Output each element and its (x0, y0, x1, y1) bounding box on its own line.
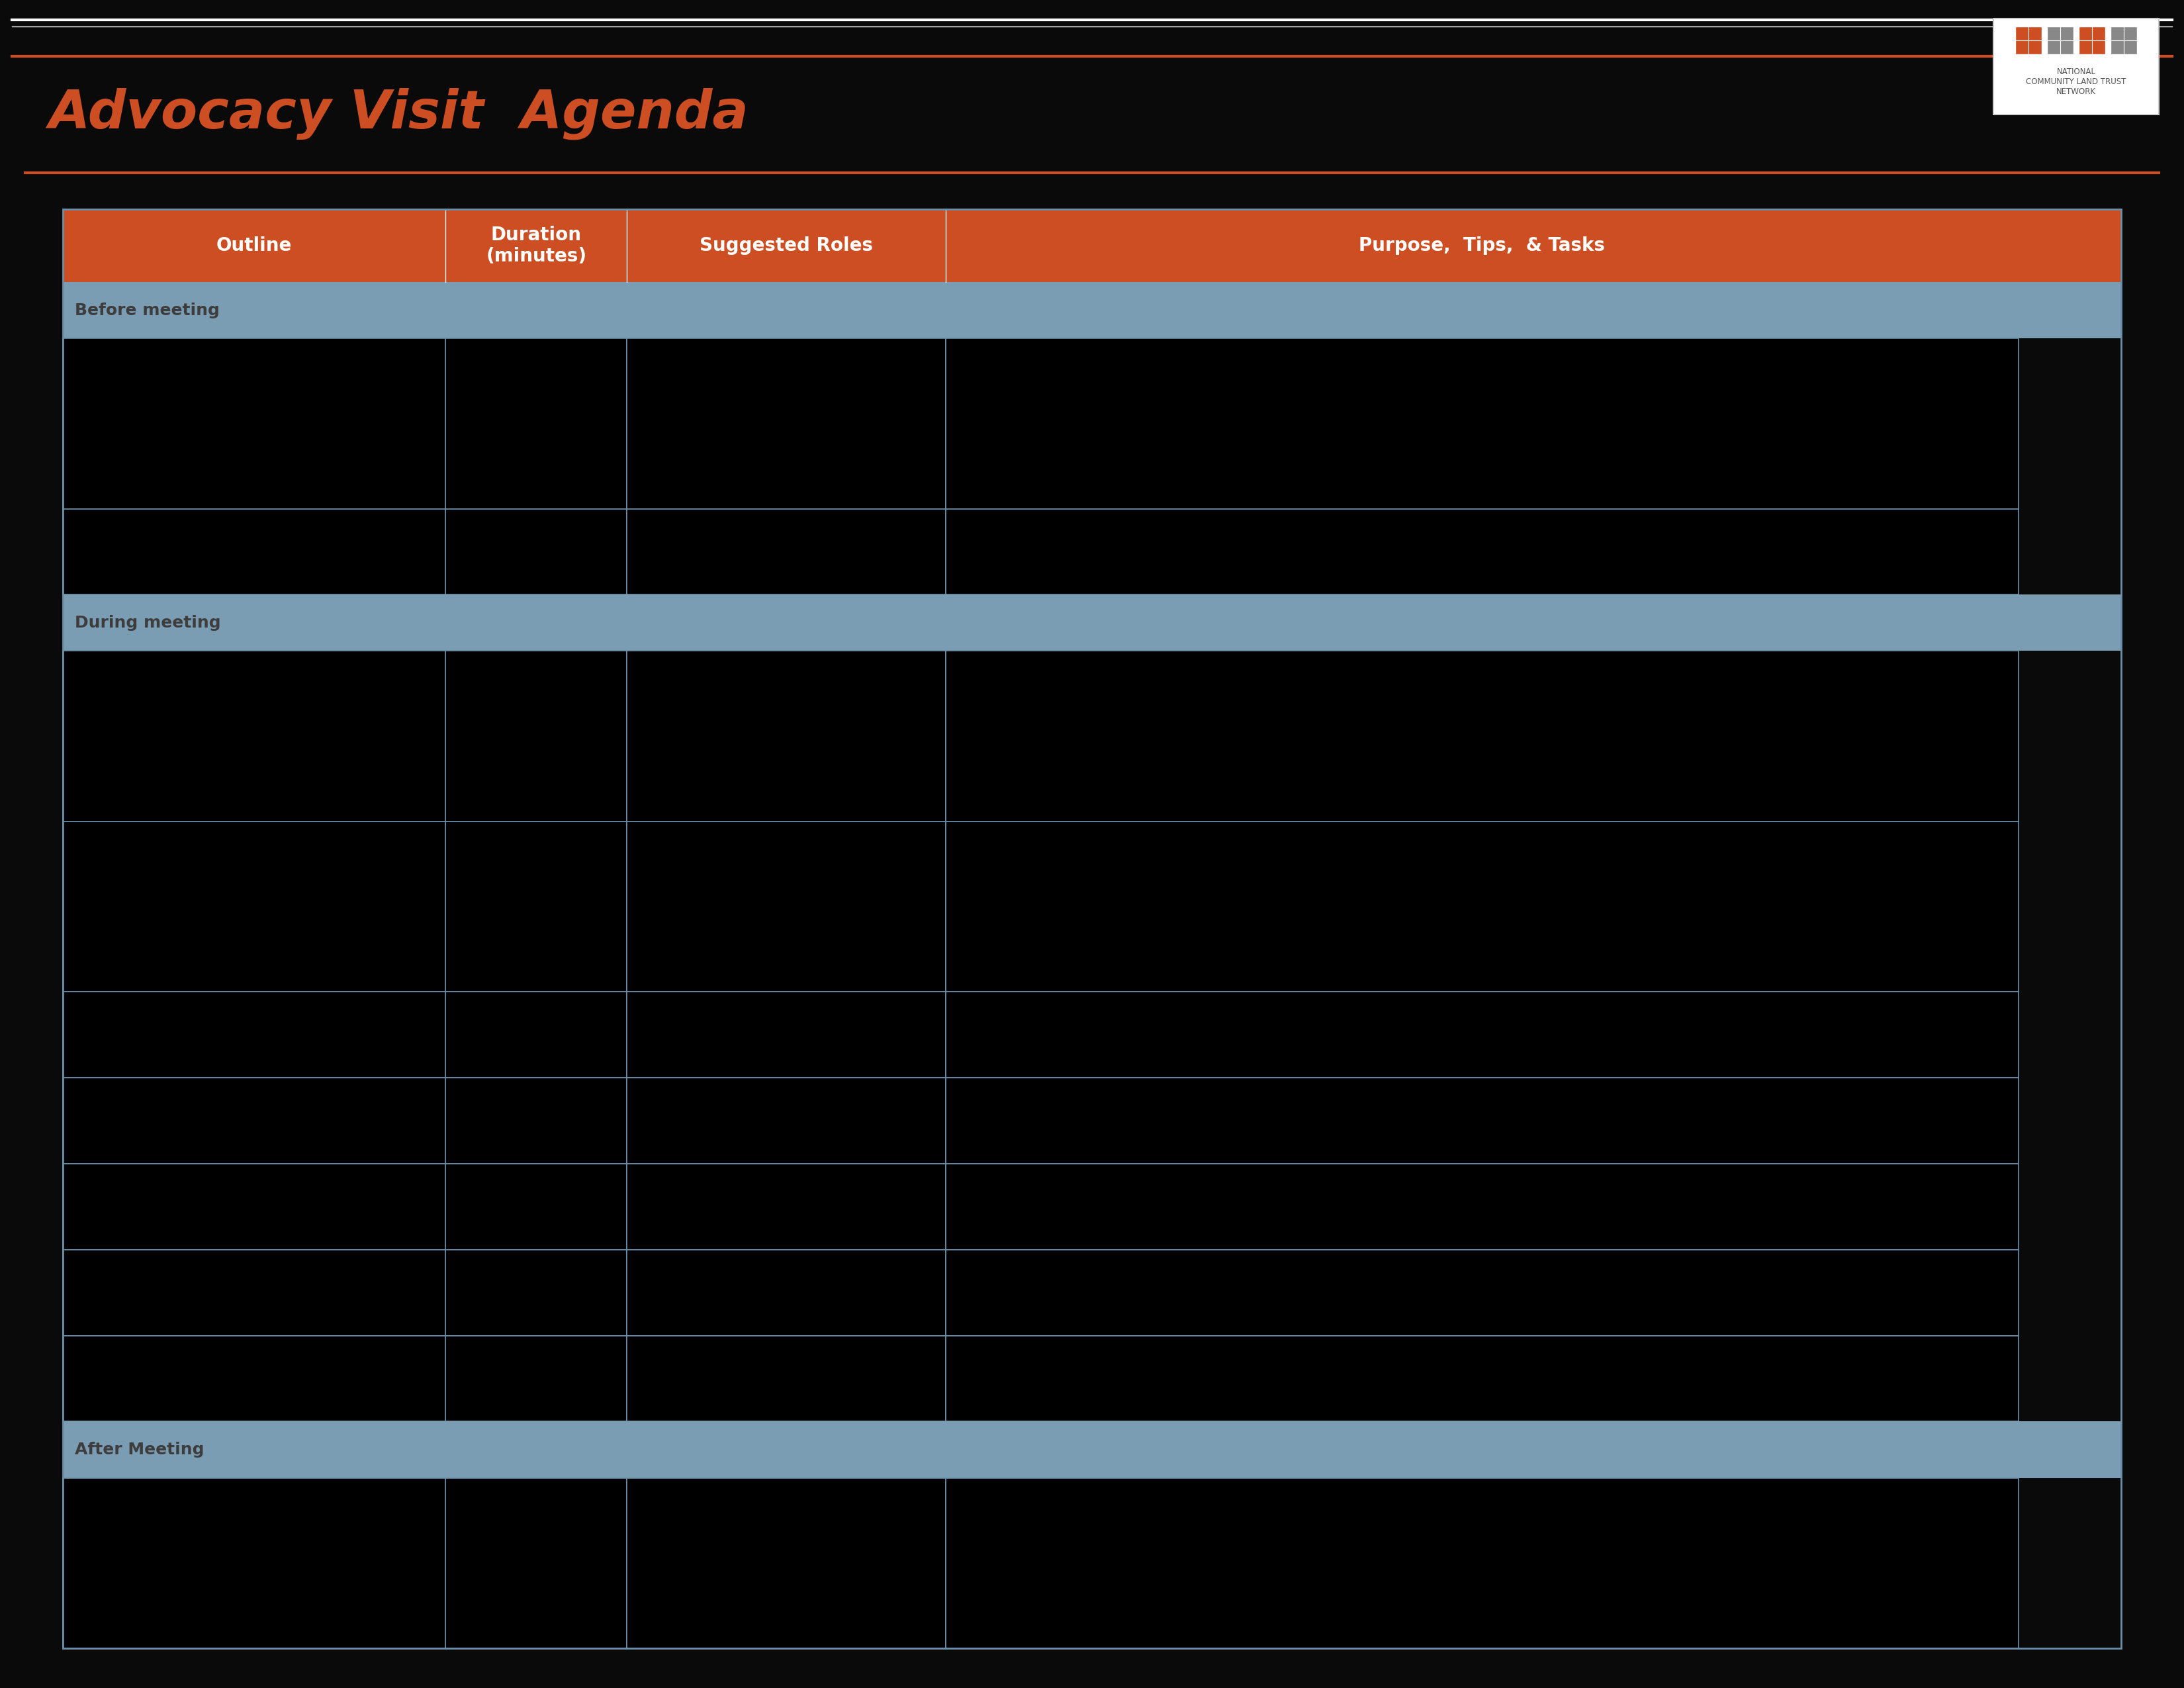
Text: Before meeting: Before meeting (74, 302, 221, 317)
Bar (63, 1077, 446, 1163)
Bar (63, 1249, 446, 1335)
Bar (946, 1077, 2018, 1163)
Bar (946, 1249, 2018, 1335)
Bar (446, 993, 627, 1077)
Bar (627, 652, 946, 822)
Text: Suggested Roles: Suggested Roles (699, 236, 874, 255)
Bar (1994, 19, 2158, 115)
Bar (627, 1163, 946, 1249)
Bar (446, 1163, 627, 1249)
Bar (946, 338, 2018, 508)
Bar (63, 822, 446, 993)
Bar (627, 1335, 946, 1421)
Bar (63, 508, 446, 594)
Text: NATIONAL
COMMUNITY LAND TRUST
NETWORK: NATIONAL COMMUNITY LAND TRUST NETWORK (2027, 68, 2127, 96)
Bar (627, 822, 946, 993)
Text: Duration
(minutes): Duration (minutes) (485, 226, 587, 265)
Bar (627, 993, 946, 1077)
Bar (2046, 27, 2073, 54)
Bar (446, 1479, 627, 1647)
Bar (446, 1077, 627, 1163)
Bar (627, 1077, 946, 1163)
Bar (946, 993, 2018, 1077)
Bar (63, 1479, 446, 1647)
Text: Outline: Outline (216, 236, 293, 255)
Bar (63, 209, 2121, 1647)
Bar (446, 338, 627, 508)
Text: After Meeting: After Meeting (74, 1442, 203, 1458)
Text: Advocacy Visit  Agenda: Advocacy Visit Agenda (48, 88, 749, 140)
Bar (446, 1335, 627, 1421)
Bar (627, 338, 946, 508)
Bar (63, 282, 2121, 338)
Bar (446, 1249, 627, 1335)
Bar (63, 993, 446, 1077)
Text: During meeting: During meeting (74, 614, 221, 631)
Bar (627, 1249, 946, 1335)
Bar (63, 1335, 446, 1421)
Bar (627, 508, 946, 594)
Bar (63, 338, 446, 508)
Bar (446, 822, 627, 993)
Bar (946, 1163, 2018, 1249)
Bar (946, 822, 2018, 993)
Bar (946, 1335, 2018, 1421)
Bar (2016, 27, 2042, 54)
Bar (446, 652, 627, 822)
Bar (63, 594, 2121, 652)
Bar (446, 508, 627, 594)
Bar (63, 209, 2121, 282)
Bar (63, 1421, 2121, 1479)
Bar (63, 1163, 446, 1249)
Bar (946, 508, 2018, 594)
Bar (946, 652, 2018, 822)
Bar (2110, 27, 2136, 54)
Text: Purpose,  Tips,  & Tasks: Purpose, Tips, & Tasks (1358, 236, 1605, 255)
Bar (63, 652, 446, 822)
Bar (627, 1479, 946, 1647)
Bar (2079, 27, 2105, 54)
Bar (946, 1479, 2018, 1647)
